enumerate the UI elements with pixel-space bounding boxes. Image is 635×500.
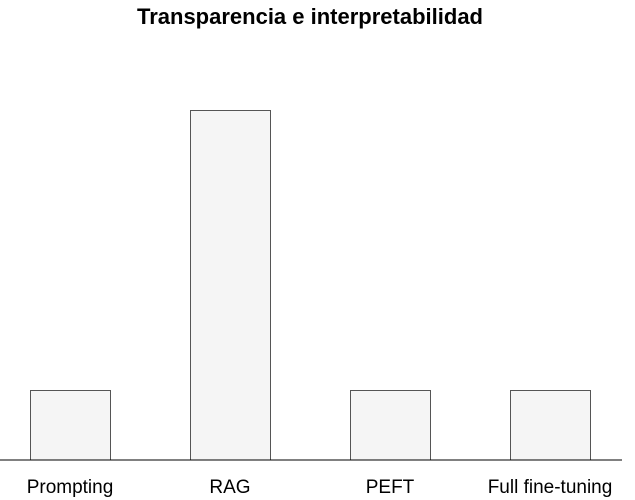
bar-full-fine-tuning: [510, 390, 591, 461]
chart-title: Transparencia e interpretabilidad: [137, 4, 483, 29]
x-tick-label: PEFT: [366, 477, 415, 498]
bar-prompting: [30, 390, 111, 461]
x-tick-label: Full fine-tuning: [488, 477, 613, 498]
bars-group: [30, 110, 591, 461]
bar-rag: [190, 110, 271, 461]
x-tick-labels: Prompting RAG PEFT Full fine-tuning: [27, 477, 613, 498]
bar-peft: [350, 390, 431, 461]
x-tick-label: Prompting: [27, 477, 114, 498]
x-tick-label: RAG: [209, 477, 250, 498]
